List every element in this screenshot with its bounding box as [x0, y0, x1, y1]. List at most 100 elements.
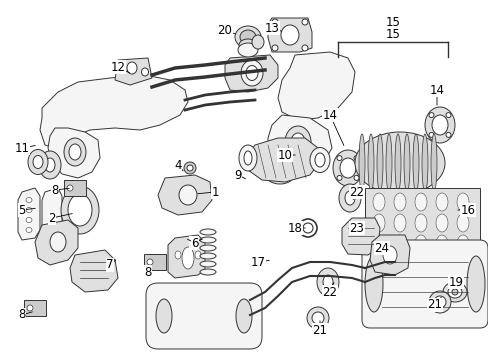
- Ellipse shape: [428, 291, 450, 313]
- Ellipse shape: [385, 134, 391, 192]
- Ellipse shape: [200, 229, 216, 235]
- Text: 8: 8: [18, 309, 26, 321]
- Ellipse shape: [445, 113, 450, 118]
- Ellipse shape: [353, 175, 358, 180]
- Ellipse shape: [421, 134, 427, 192]
- Ellipse shape: [302, 19, 307, 25]
- Ellipse shape: [182, 247, 194, 269]
- Ellipse shape: [435, 256, 447, 274]
- Ellipse shape: [393, 193, 405, 211]
- Ellipse shape: [33, 156, 43, 168]
- Ellipse shape: [309, 148, 329, 172]
- Ellipse shape: [428, 113, 433, 118]
- Text: 3: 3: [189, 237, 196, 249]
- Ellipse shape: [240, 30, 256, 44]
- Ellipse shape: [394, 134, 400, 192]
- Ellipse shape: [466, 256, 484, 312]
- Ellipse shape: [241, 60, 263, 86]
- Bar: [143, 254, 165, 270]
- Ellipse shape: [244, 151, 251, 165]
- Polygon shape: [158, 175, 212, 215]
- Ellipse shape: [67, 185, 73, 191]
- Ellipse shape: [456, 214, 468, 232]
- Polygon shape: [369, 235, 409, 275]
- Ellipse shape: [372, 193, 384, 211]
- Ellipse shape: [354, 132, 444, 194]
- Text: 22: 22: [349, 185, 364, 198]
- Ellipse shape: [39, 151, 61, 179]
- Ellipse shape: [393, 214, 405, 232]
- Ellipse shape: [430, 134, 436, 192]
- Ellipse shape: [61, 186, 99, 234]
- Ellipse shape: [179, 185, 197, 205]
- Ellipse shape: [50, 232, 66, 252]
- Ellipse shape: [64, 138, 86, 166]
- Text: 12: 12: [110, 60, 125, 73]
- Ellipse shape: [314, 153, 325, 167]
- Text: 19: 19: [447, 275, 463, 288]
- Ellipse shape: [26, 207, 32, 212]
- Ellipse shape: [27, 305, 33, 311]
- Ellipse shape: [239, 145, 257, 171]
- Ellipse shape: [372, 256, 384, 274]
- Ellipse shape: [414, 235, 426, 253]
- Bar: [64, 180, 86, 196]
- Ellipse shape: [456, 235, 468, 253]
- Ellipse shape: [376, 134, 382, 192]
- Ellipse shape: [456, 256, 468, 274]
- Ellipse shape: [393, 256, 405, 274]
- Ellipse shape: [68, 194, 92, 226]
- Text: 2: 2: [48, 212, 56, 225]
- FancyBboxPatch shape: [146, 283, 262, 349]
- Ellipse shape: [414, 214, 426, 232]
- Text: 23: 23: [349, 221, 364, 234]
- Ellipse shape: [235, 26, 261, 48]
- Ellipse shape: [323, 275, 332, 289]
- Ellipse shape: [393, 235, 405, 253]
- Ellipse shape: [26, 217, 32, 222]
- Ellipse shape: [251, 35, 264, 49]
- Polygon shape: [224, 55, 278, 92]
- Ellipse shape: [336, 175, 341, 180]
- Ellipse shape: [382, 246, 396, 264]
- Ellipse shape: [28, 149, 48, 175]
- Ellipse shape: [367, 134, 373, 192]
- Text: 21: 21: [312, 324, 327, 337]
- Text: 15: 15: [385, 15, 400, 28]
- Polygon shape: [18, 188, 40, 240]
- Text: 1: 1: [211, 185, 218, 198]
- Ellipse shape: [200, 245, 216, 251]
- Text: 18: 18: [287, 221, 302, 234]
- Text: 21: 21: [427, 298, 442, 311]
- Bar: [24, 300, 46, 316]
- Ellipse shape: [431, 115, 447, 135]
- Ellipse shape: [435, 214, 447, 232]
- Polygon shape: [48, 128, 100, 178]
- Text: 7: 7: [106, 258, 114, 271]
- Polygon shape: [267, 18, 311, 52]
- Ellipse shape: [414, 256, 426, 274]
- Ellipse shape: [339, 158, 355, 178]
- Ellipse shape: [45, 158, 55, 172]
- Ellipse shape: [306, 307, 328, 329]
- Ellipse shape: [290, 133, 305, 151]
- Polygon shape: [341, 218, 379, 255]
- Ellipse shape: [265, 166, 293, 184]
- Ellipse shape: [156, 299, 172, 333]
- Text: 11: 11: [15, 141, 29, 154]
- Ellipse shape: [316, 268, 338, 296]
- Ellipse shape: [433, 296, 445, 308]
- Ellipse shape: [303, 223, 312, 233]
- Ellipse shape: [69, 144, 81, 160]
- Ellipse shape: [345, 191, 354, 205]
- Ellipse shape: [358, 134, 364, 192]
- Ellipse shape: [245, 66, 258, 81]
- Text: 9: 9: [234, 168, 241, 181]
- Text: 8: 8: [144, 266, 151, 279]
- Ellipse shape: [311, 312, 324, 324]
- Text: 13: 13: [264, 22, 279, 35]
- Text: 24: 24: [374, 242, 389, 255]
- Ellipse shape: [338, 184, 360, 212]
- Ellipse shape: [412, 134, 418, 192]
- Ellipse shape: [281, 25, 298, 45]
